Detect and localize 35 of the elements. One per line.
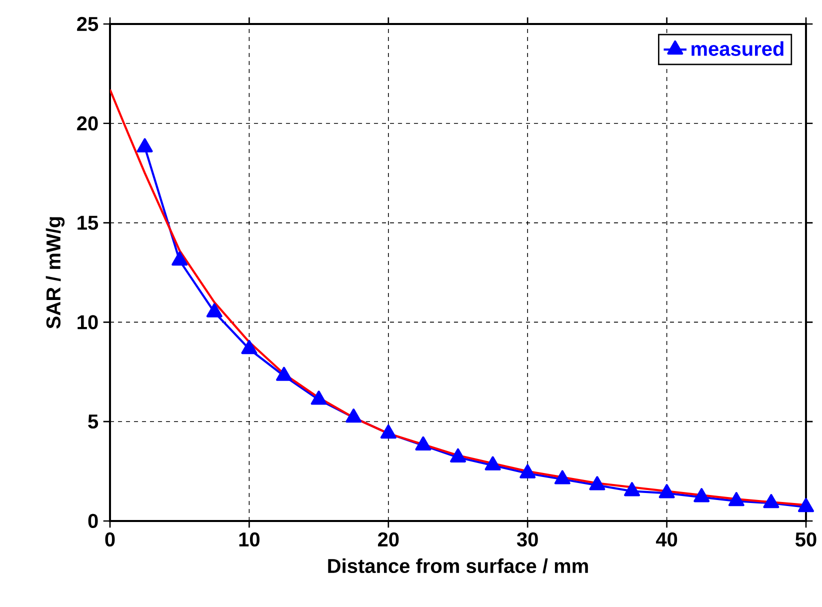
point (694, 488, 710, 502)
y-tick-label: 10 (78, 315, 98, 330)
x-tick-label: 30 (516, 532, 538, 547)
y-tick-label: 25 (77, 16, 98, 32)
x-tick-label: 20 (378, 532, 399, 547)
point (276, 366, 292, 381)
point (310, 390, 327, 405)
y-tick-label: 0 (88, 514, 98, 528)
y-tick-label: 5 (88, 414, 98, 429)
point (206, 303, 222, 318)
point (763, 494, 780, 508)
y-tick-label: 20 (77, 116, 98, 130)
y-tick-label: 15 (78, 216, 98, 230)
point (589, 476, 606, 490)
point (415, 436, 432, 451)
point (624, 482, 640, 496)
point (450, 448, 466, 462)
y-axis-title: SAR / mW/g (46, 217, 65, 329)
point (554, 470, 570, 484)
x-tick-label: 10 (239, 532, 260, 547)
point (346, 408, 362, 423)
point (484, 456, 501, 470)
point (380, 424, 396, 439)
x-tick-label: 50 (795, 532, 816, 547)
point (798, 498, 814, 512)
legend-label: measured (692, 41, 784, 56)
x-axis-title: Distance from surface / mm (328, 558, 588, 574)
point (658, 484, 675, 498)
point (241, 340, 258, 354)
x-tick-label: 0 (105, 532, 115, 547)
point (520, 464, 536, 478)
x-tick-label: 40 (656, 532, 678, 547)
point (136, 138, 153, 152)
point (172, 251, 188, 266)
point (728, 492, 744, 506)
